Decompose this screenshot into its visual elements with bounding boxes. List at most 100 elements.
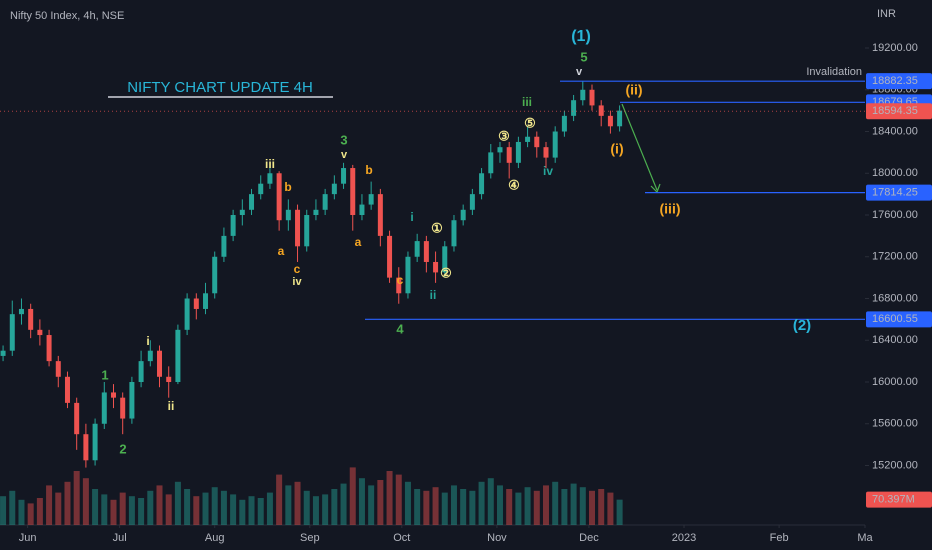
x-tick-label: Dec [579, 532, 599, 544]
volume-bar [101, 494, 108, 525]
wave-label: 2 [119, 441, 126, 456]
x-tick-label: Aug [205, 532, 225, 544]
wave-label: iii [522, 95, 532, 109]
candle-body [571, 100, 577, 116]
candle-body [589, 89, 595, 106]
y-tick-label: 19200.00 [872, 42, 918, 54]
volume-bar [460, 489, 467, 525]
candle-body [442, 246, 448, 273]
candle-body [37, 329, 43, 336]
y-tick-label: 18000.00 [872, 167, 918, 179]
wave-label: c [294, 262, 301, 276]
candle-body [9, 314, 15, 351]
volume-bar [487, 478, 494, 525]
volume-bar [257, 498, 264, 525]
volume-bar [110, 499, 117, 525]
wave-label: iv [543, 164, 553, 178]
candle-body [552, 131, 558, 158]
candle-body [341, 168, 347, 184]
candle-body [479, 173, 485, 195]
currency: INR [877, 8, 896, 20]
volume-bar [46, 485, 53, 525]
volume-bar [579, 487, 586, 525]
wave-label: ① [431, 220, 443, 235]
volume-bar [423, 490, 430, 525]
candle-body [543, 147, 549, 158]
candle-body [285, 209, 291, 221]
candle-body [561, 115, 567, 132]
candle-body [203, 293, 209, 309]
x-tick-label: Nov [487, 532, 507, 544]
volume-bar [0, 496, 7, 525]
level-label: 16600.55 [872, 313, 918, 325]
volume-bar [294, 481, 301, 525]
level-note: Invalidation [806, 66, 862, 78]
candle-body [212, 256, 218, 294]
wave-label: ② [440, 265, 452, 280]
volume-bar [395, 474, 402, 525]
volume-bar [184, 489, 191, 525]
y-tick-label: 16400.00 [872, 334, 918, 346]
volume-bar [64, 481, 71, 525]
candle-body [497, 147, 503, 153]
candle-body [18, 308, 24, 315]
volume-bar [266, 492, 273, 525]
candle-body [92, 423, 98, 461]
volume-bar [432, 487, 439, 525]
wave-label: ④ [508, 177, 520, 192]
candle-body [83, 434, 89, 461]
volume-bar [340, 483, 347, 525]
volume-bar [239, 499, 246, 525]
wave-label: b [284, 180, 291, 194]
candle-body [46, 335, 52, 362]
volume-bar [138, 498, 145, 525]
volume-bar [589, 490, 596, 525]
volume-bar [515, 492, 522, 525]
wave-label: 5 [580, 49, 587, 64]
candle-body [120, 397, 126, 419]
wave-label: (1) [571, 28, 591, 45]
x-tick-label: Jul [113, 532, 127, 544]
volume-bar [404, 481, 411, 525]
x-tick-label: Feb [770, 532, 789, 544]
candle-body [350, 168, 356, 216]
volume-bar [174, 481, 181, 525]
volume-bar [202, 492, 209, 525]
candle-body [175, 329, 181, 383]
candle-body [295, 209, 301, 247]
volume-bar [9, 490, 16, 525]
candle-body [515, 141, 521, 163]
volume-bar [73, 471, 80, 525]
level-badge [866, 73, 932, 90]
y-tick-label: 17200.00 [872, 251, 918, 263]
candle-body [129, 382, 135, 419]
volume-bar [119, 492, 126, 525]
volume-bar [414, 489, 421, 525]
volume-bar [55, 492, 62, 525]
wave-label: c [397, 273, 404, 287]
wave-label: iii [265, 157, 275, 171]
candle-body [423, 241, 429, 262]
x-tick-label: 2023 [672, 532, 696, 544]
candle-body [28, 308, 34, 330]
headline: NIFTY CHART UPDATE 4H [127, 79, 313, 96]
volume-bar [533, 490, 540, 525]
candle-body [267, 173, 273, 184]
volume-bar [368, 485, 375, 525]
wave-label: ③ [498, 128, 510, 143]
candle-body [405, 256, 411, 294]
candle-body [322, 194, 328, 210]
volume-bar [561, 489, 568, 525]
wave-label: (iii) [660, 201, 681, 217]
volume-bar [469, 490, 476, 525]
volume-bar [128, 496, 135, 525]
candle-body [313, 209, 319, 216]
candle-body [387, 235, 393, 278]
candle-body [534, 136, 540, 148]
wave-label: i [410, 210, 413, 224]
volume-badge [866, 491, 932, 508]
wave-label: ⑤ [524, 115, 536, 130]
last-price-label: 18594.35 [872, 105, 918, 117]
candle-body [488, 152, 494, 174]
